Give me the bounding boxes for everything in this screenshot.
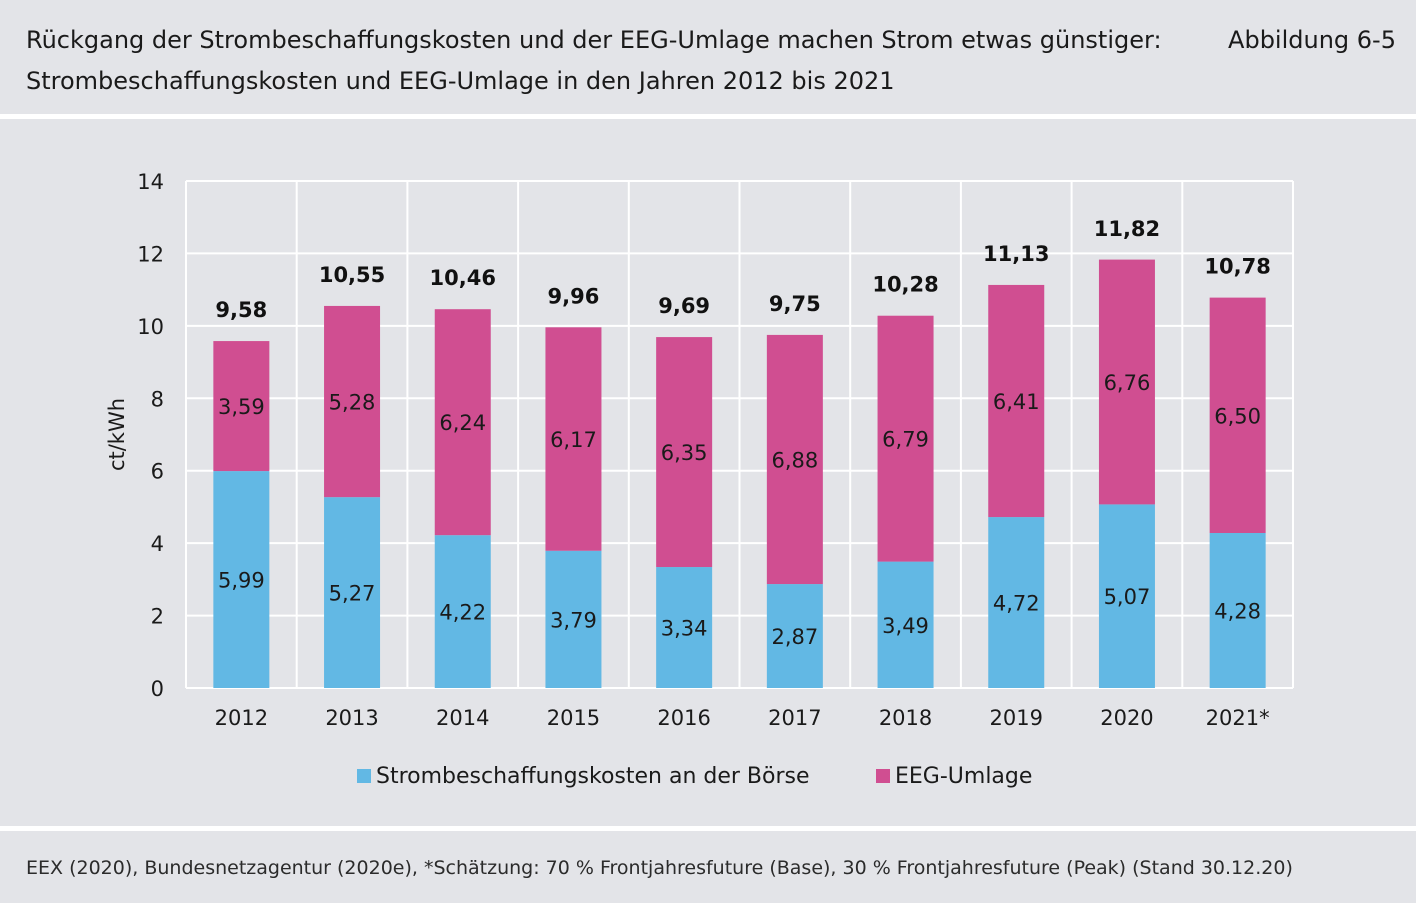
x-tick-label: 2013	[325, 706, 378, 730]
total-label: 10,55	[319, 263, 385, 287]
header-divider	[0, 114, 1416, 119]
bar-segment-eeg	[1098, 259, 1155, 505]
data-label: 6,50	[1214, 404, 1261, 428]
figure-label: Abbildung 6-5	[1228, 26, 1396, 54]
bar-segment-borse	[434, 535, 491, 688]
data-label: 5,28	[329, 391, 376, 415]
data-label: 3,49	[882, 614, 929, 638]
x-tick-label: 2020	[1100, 706, 1153, 730]
bar-segment-eeg	[545, 327, 602, 551]
total-label: 9,69	[658, 294, 710, 318]
data-label: 4,28	[1214, 600, 1261, 624]
data-label: 4,22	[439, 601, 486, 625]
bar-segment-borse	[1209, 533, 1266, 688]
bar-segment-borse	[766, 584, 823, 688]
y-tick-label: 4	[151, 532, 164, 556]
y-tick-label: 10	[137, 315, 164, 339]
data-label: 6,88	[771, 448, 818, 472]
data-label: 6,76	[1104, 371, 1151, 395]
y-tick-label: 14	[137, 170, 164, 194]
bar-segment-eeg	[1209, 297, 1266, 534]
x-tick-label: 2017	[768, 706, 821, 730]
x-tick-label: 2012	[215, 706, 268, 730]
bar-segment-borse	[213, 471, 270, 688]
total-label: 10,46	[430, 266, 496, 290]
y-tick-label: 12	[137, 242, 164, 266]
bar-segment-eeg	[988, 284, 1045, 518]
data-label: 4,72	[993, 592, 1040, 616]
x-tick-label: 2021*	[1206, 706, 1270, 730]
x-tick-label: 2019	[990, 706, 1043, 730]
bar-segment-borse	[877, 561, 934, 688]
bar-segment-eeg	[766, 334, 823, 585]
data-label: 2,87	[771, 625, 818, 649]
bar-segment-eeg	[324, 305, 381, 498]
bar-segment-eeg	[213, 341, 270, 472]
bar-segment-borse	[324, 497, 381, 688]
y-axis-label: ct/kWh	[105, 398, 129, 471]
y-tick-label: 8	[151, 387, 164, 411]
data-label: 6,41	[993, 390, 1040, 414]
total-label: 11,13	[983, 242, 1049, 266]
y-tick-label: 0	[151, 677, 164, 701]
bar-segment-eeg	[877, 315, 934, 562]
bar-segment-eeg	[434, 309, 491, 536]
total-label: 10,28	[872, 273, 938, 297]
legend-label: Strombeschaffungskosten an der Börse	[376, 764, 810, 789]
data-label: 3,34	[661, 617, 708, 641]
total-label: 11,82	[1094, 217, 1160, 241]
x-tick-label: 2014	[436, 706, 489, 730]
data-label: 6,35	[661, 441, 708, 465]
y-tick-label: 2	[151, 605, 164, 629]
legend-label: EEG-Umlage	[895, 764, 1032, 789]
chart-subtitle: Strombeschaffungskosten und EEG-Umlage i…	[26, 67, 895, 95]
footer-divider	[0, 826, 1416, 831]
bar-segment-borse	[1098, 504, 1155, 688]
total-label: 10,78	[1204, 255, 1270, 279]
x-tick-label: 2018	[879, 706, 932, 730]
bar-segment-eeg	[656, 337, 713, 568]
total-label: 9,96	[548, 284, 600, 308]
y-tick-label: 6	[151, 460, 164, 484]
bar-segment-borse	[988, 517, 1045, 688]
x-tick-label: 2016	[657, 706, 710, 730]
chart-header: Rückgang der Strombeschaffungskosten und…	[0, 0, 1416, 114]
source-note: EEX (2020), Bundesnetzagentur (2020e), *…	[26, 857, 1293, 879]
data-label: 3,59	[218, 395, 265, 419]
data-label: 3,79	[550, 608, 597, 632]
data-label: 6,17	[550, 428, 597, 452]
legend-swatch-borse	[357, 769, 371, 783]
bar-segment-borse	[656, 567, 713, 688]
data-label: 5,07	[1104, 585, 1151, 609]
x-tick-label: 2015	[547, 706, 600, 730]
total-label: 9,58	[215, 298, 267, 322]
stacked-bar-chart: 0 2 4 6 8 10 12 14 ct/kWh 5,99 3,59 9,58 2012 5,27 5,2…	[105, 170, 1294, 789]
data-label: 6,79	[882, 428, 929, 452]
data-label: 5,99	[218, 569, 265, 593]
chart-title: Rückgang der Strombeschaffungskosten und…	[26, 26, 1162, 54]
chart-area: 0 2 4 6 8 10 12 14 ct/kWh 5,99 3,59 9,58 2012 5,27 5,2…	[0, 119, 1416, 826]
data-label: 6,24	[439, 411, 486, 435]
bar-segment-borse	[545, 550, 602, 688]
total-label: 9,75	[769, 292, 821, 316]
data-label: 5,27	[329, 582, 376, 606]
legend-swatch-eeg	[876, 769, 890, 783]
